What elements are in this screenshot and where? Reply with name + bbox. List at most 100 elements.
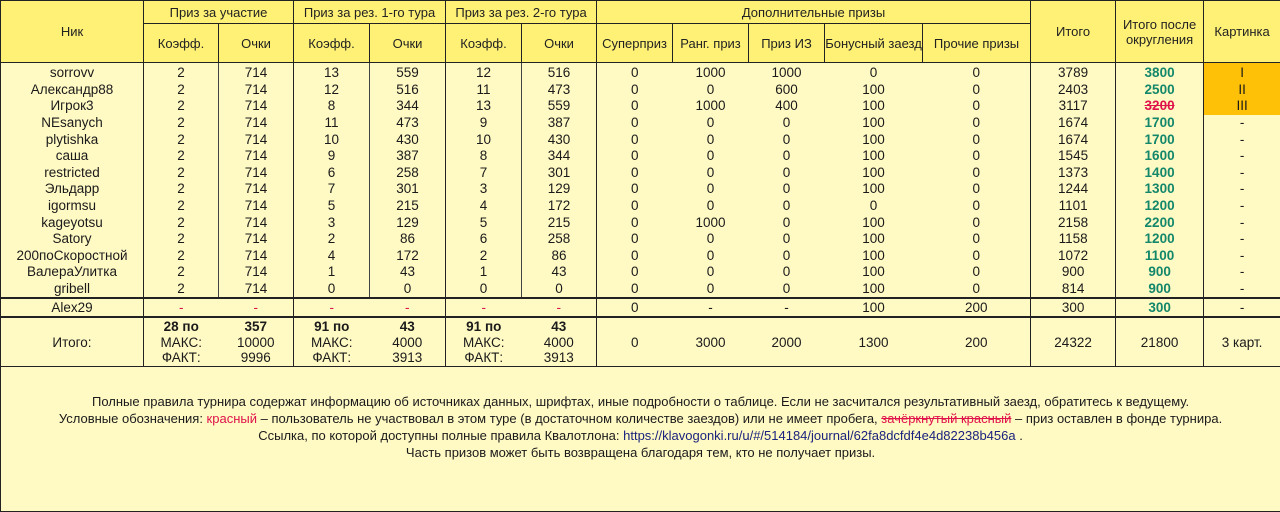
totals-r2-count: 91 по (446, 319, 522, 335)
cell-picture: - (1204, 281, 1280, 299)
totals-other: 200 (923, 317, 1031, 367)
totals-r1-fact-label: ФАКТ: (294, 350, 370, 366)
cell-r1-coef: 4 (294, 248, 370, 265)
cell-total: 814 (1031, 281, 1116, 299)
cell-other: 0 (923, 63, 1031, 82)
cell-p-coef: 2 (144, 231, 219, 248)
cell-r1-coef: 3 (294, 214, 370, 231)
cell-p-pts: 714 (219, 264, 294, 281)
cell-total: 1101 (1031, 198, 1116, 215)
cell-p-pts: 714 (219, 115, 294, 132)
cell-r1-pts: - (370, 298, 446, 317)
cell-r1-pts: 86 (370, 231, 446, 248)
cell-r2-coef: 6 (446, 231, 522, 248)
cell-other: 0 (923, 281, 1031, 299)
cell-rounded: 900 (1116, 281, 1204, 299)
cell-r2-pts: 387 (522, 115, 597, 132)
cell-r2-pts: 215 (522, 214, 597, 231)
cell-r1-coef: - (294, 298, 370, 317)
cell-iz: 0 (749, 264, 825, 281)
cell-p-pts: 714 (219, 131, 294, 148)
totals-rank: 3000 (673, 317, 749, 367)
cell-bonus: 100 (825, 115, 923, 132)
legend-prefix: Условные обозначения: (59, 411, 207, 426)
cell-r1-pts: 344 (370, 98, 446, 115)
cell-r1-pts: 473 (370, 115, 446, 132)
cell-picture: - (1204, 248, 1280, 265)
cell-rank: 0 (673, 165, 749, 182)
cell-total: 2158 (1031, 214, 1116, 231)
totals-r1-max: 4000 (370, 335, 446, 351)
cell-r2-coef: 3 (446, 181, 522, 198)
cell-total: 3789 (1031, 63, 1116, 82)
cell-picture: - (1204, 231, 1280, 248)
totals-iz: 2000 (749, 317, 825, 367)
header-iz-prize: Приз ИЗ (749, 24, 825, 63)
cell-bonus: 100 (825, 264, 923, 281)
cell-r1-pts: 0 (370, 281, 446, 299)
cell-r1-coef: 1 (294, 264, 370, 281)
totals-r1-left: 91 по МАКС: ФАКТ: (294, 317, 370, 367)
cell-other: 0 (923, 264, 1031, 281)
header-group-round2: Приз за рез. 2-го тура (446, 1, 597, 24)
cell-rank: - (673, 298, 749, 317)
table-row-alex29: Alex29 - - - - - - 0 - - 100 200 300 300… (1, 298, 1280, 317)
cell-super: 0 (597, 82, 673, 99)
header-points: Очки (522, 24, 597, 63)
cell-p-pts: 714 (219, 214, 294, 231)
cell-r2-pts: 301 (522, 165, 597, 182)
link-suffix: . (1016, 428, 1023, 443)
cell-bonus: 100 (825, 181, 923, 198)
cell-iz: 400 (749, 98, 825, 115)
cell-rank: 0 (673, 82, 749, 99)
cell-p-pts: 714 (219, 63, 294, 82)
cell-rounded: 1100 (1116, 248, 1204, 265)
cell-picture: I (1204, 63, 1280, 82)
cell-r2-pts: - (522, 298, 597, 317)
header-bonus-race: Бонусный заезд (825, 24, 923, 63)
cell-super: 0 (597, 63, 673, 82)
cell-r2-coef: 5 (446, 214, 522, 231)
cell-r1-coef: 8 (294, 98, 370, 115)
cell-r1-pts: 172 (370, 248, 446, 265)
cell-picture: - (1204, 264, 1280, 281)
cell-super: 0 (597, 231, 673, 248)
cell-r1-coef: 7 (294, 181, 370, 198)
header-group-participation: Приз за участие (144, 1, 294, 24)
cell-r1-pts: 516 (370, 82, 446, 99)
cell-iz: 0 (749, 281, 825, 299)
cell-total: 300 (1031, 298, 1116, 317)
cell-super: 0 (597, 181, 673, 198)
cell-r1-coef: 5 (294, 198, 370, 215)
header-other-prizes: Прочие призы (923, 24, 1031, 63)
cell-nick: ВалераУлитка (1, 264, 144, 281)
cell-total: 1545 (1031, 148, 1116, 165)
cell-r1-coef: 6 (294, 165, 370, 182)
cell-total: 1674 (1031, 131, 1116, 148)
rules-link[interactable]: https://klavogonki.ru/u/#/514184/journal… (623, 428, 1015, 443)
totals-p-fact: 9996 (219, 350, 294, 366)
cell-r2-coef: 7 (446, 165, 522, 182)
cell-total: 1373 (1031, 165, 1116, 182)
cell-p-pts: 714 (219, 281, 294, 299)
legend-suffix: – приз оставлен в фонде турнира. (1011, 411, 1222, 426)
cell-total: 900 (1031, 264, 1116, 281)
totals-p-max: 10000 (219, 335, 294, 351)
cell-picture: III (1204, 98, 1280, 115)
cell-rounded: 1700 (1116, 131, 1204, 148)
notes-line-legend: Условные обозначения: красный – пользова… (1, 410, 1280, 427)
cell-p-pts: 714 (219, 82, 294, 99)
cell-r1-pts: 559 (370, 63, 446, 82)
cell-nick: Satory (1, 231, 144, 248)
cell-p-pts: 714 (219, 198, 294, 215)
cell-r2-coef: 2 (446, 248, 522, 265)
cell-r1-pts: 43 (370, 264, 446, 281)
header-points: Очки (219, 24, 294, 63)
cell-rank: 1000 (673, 214, 749, 231)
totals-p-right: 357 10000 9996 (219, 317, 294, 367)
cell-rank: 0 (673, 131, 749, 148)
